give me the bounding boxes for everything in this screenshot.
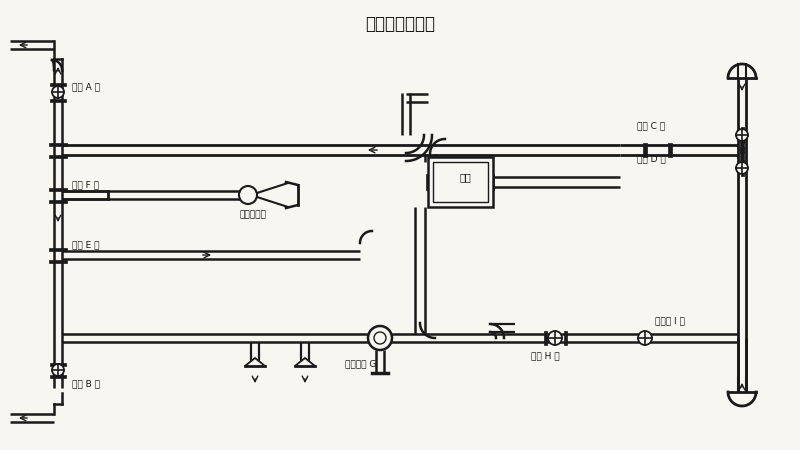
Bar [428, 157, 493, 207]
Bar [668, 143, 672, 157]
Text: 球阀 F 关: 球阀 F 关 [72, 180, 99, 189]
Bar [563, 331, 566, 345]
Bar [490, 174, 494, 190]
Circle shape [638, 331, 652, 345]
Text: 水泵: 水泵 [459, 172, 471, 182]
Circle shape [368, 326, 392, 350]
Bar [543, 331, 546, 345]
Circle shape [736, 129, 748, 141]
Text: 球阀 E 开: 球阀 E 开 [72, 240, 99, 249]
Polygon shape [245, 358, 265, 366]
Circle shape [239, 186, 257, 204]
Bar [740, 147, 744, 163]
Bar [49, 260, 67, 262]
Circle shape [374, 332, 386, 344]
Bar [49, 143, 67, 145]
Circle shape [736, 162, 748, 174]
Bar [50, 82, 66, 86]
Bar [433, 162, 488, 202]
Bar [643, 143, 647, 157]
Bar [50, 99, 66, 102]
Bar [740, 137, 744, 153]
Bar [50, 363, 66, 365]
Text: 洒水炮出口: 洒水炮出口 [239, 210, 266, 219]
Text: 球阀 D 开: 球阀 D 开 [637, 154, 666, 163]
Text: 球阀 C 开: 球阀 C 开 [637, 121, 665, 130]
Text: 球阀 H 关: 球阀 H 关 [530, 351, 559, 360]
Text: 洒水、浇灌花木: 洒水、浇灌花木 [365, 15, 435, 33]
Text: 消防栓 I 关: 消防栓 I 关 [655, 316, 685, 325]
Text: 球阀 A 开: 球阀 A 开 [72, 82, 100, 91]
Bar [49, 188, 67, 190]
Bar [741, 127, 743, 143]
Circle shape [52, 86, 64, 98]
Bar [741, 160, 743, 176]
Bar [426, 174, 430, 190]
Bar [50, 374, 66, 378]
Circle shape [548, 331, 562, 345]
Bar [49, 248, 67, 251]
Circle shape [52, 364, 64, 376]
Text: 三通球阀 G: 三通球阀 G [345, 359, 376, 368]
Text: 球阀 B 开: 球阀 B 开 [72, 379, 100, 388]
Polygon shape [295, 358, 315, 366]
Bar [49, 154, 67, 158]
Bar [49, 199, 67, 202]
